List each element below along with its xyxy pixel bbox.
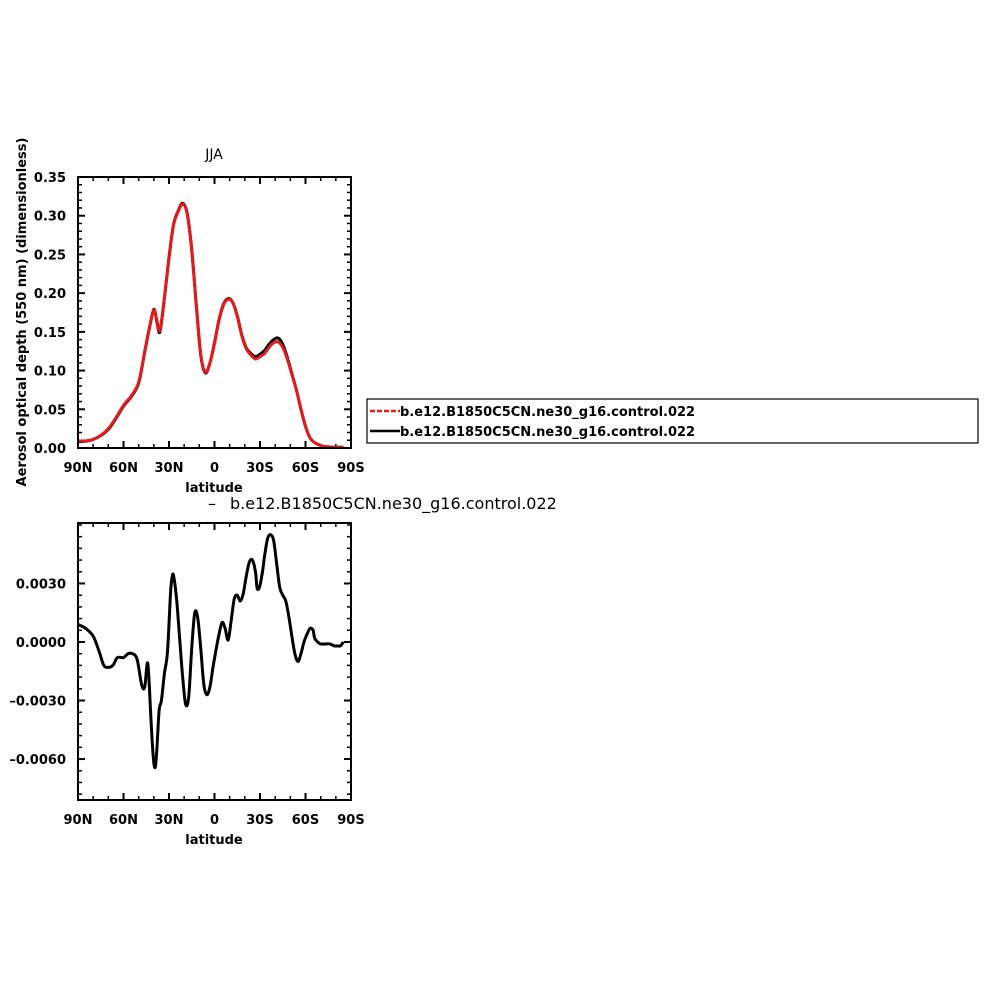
x-tick-label: 90S [337,461,364,476]
difference-panel: – b.e12.B1850C5CN.ne30_g16.control.022 –… [9,494,557,848]
panel1-y-axis-title: Aerosol optical depth (550 nm) (dimensio… [15,138,30,487]
series-line-0-1 [77,201,344,449]
legend-entry-red: b.e12.B1850C5CN.ne30_g16.control.022 [400,405,695,420]
panel1-title: JJA [204,147,223,163]
y-tick-label: 0.00 [34,442,66,457]
x-tick-label: 30N [155,813,184,828]
x-tick-label: 90N [64,813,93,828]
x-tick-label: 90S [337,813,364,828]
x-tick-label: 30N [155,461,184,476]
x-tick-label: 90N [64,461,93,476]
panel2-x-axis-title: latitude [185,833,243,848]
series-line-1-0 [77,533,345,770]
x-tick-label: 60N [109,813,138,828]
y-tick-label: 0.25 [34,248,66,263]
y-tick-label: –0.0030 [9,695,66,710]
panel1-x-tick-labels: 90N 60N 30N 0 30S 60S 90S [64,461,365,476]
series-line-0-0 [77,202,344,449]
y-tick-label: –0.0060 [9,753,66,768]
x-tick-label: 0 [210,813,219,828]
panel2-title-dash: – [208,494,216,513]
legend-entry-black: b.e12.B1850C5CN.ne30_g16.control.022 [400,425,695,440]
y-tick-label: 0.35 [34,171,66,186]
panel1-x-axis-title: latitude [185,481,243,496]
y-tick-label: 0.0000 [16,636,66,651]
panel2-y-tick-labels: –0.0060 –0.0030 0.0000 0.0030 [9,577,66,768]
panel2-x-tick-labels: 90N 60N 30N 0 30S 60S 90S [64,813,365,828]
legend: b.e12.B1850C5CN.ne30_g16.control.022 b.e… [366,398,979,444]
x-tick-label: 30S [246,461,273,476]
y-tick-label: 0.30 [34,210,66,225]
panel2-title: b.e12.B1850C5CN.ne30_g16.control.022 [230,494,557,514]
panel1-y-tick-labels: 0.00 0.05 0.10 0.15 0.20 0.25 0.30 0.35 [34,171,66,457]
aod-panel: JJA 0.00 0.05 0.10 0.15 0.20 0.25 0.30 0.35 90N… [15,138,365,496]
y-tick-label: 0.10 [34,365,66,380]
panel2-frame [77,522,352,801]
x-tick-label: 0 [210,461,219,476]
y-tick-label: 0.05 [34,403,66,418]
panel2-series [77,533,345,770]
x-tick-label: 60S [292,461,319,476]
y-tick-label: 0.0030 [16,577,66,592]
x-tick-label: 30S [246,813,273,828]
x-tick-label: 60S [292,813,319,828]
panel1-ticks [77,176,352,449]
y-tick-label: 0.15 [34,326,66,341]
y-tick-label: 0.20 [34,287,66,302]
legend-box [366,398,979,444]
panel1-frame [77,176,352,449]
x-tick-label: 60N [109,461,138,476]
panel1-series [77,201,344,449]
